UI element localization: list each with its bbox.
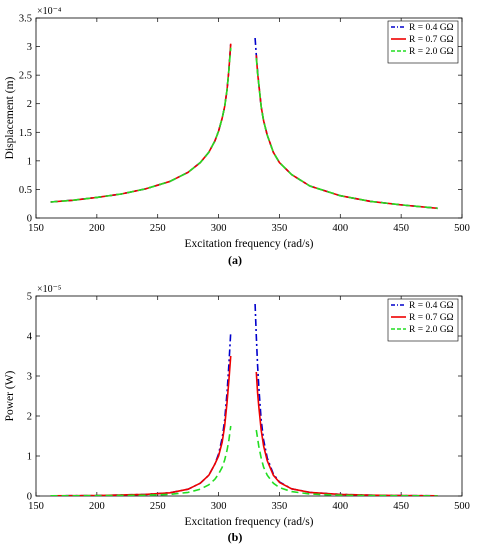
- y-tick-label: 2: [27, 412, 32, 423]
- x-tick-label: 350: [272, 501, 288, 512]
- legend-label-2: R = 0.7 GΩ: [409, 313, 454, 323]
- x-tick-label: 200: [89, 501, 105, 512]
- y-tick-label: 1: [27, 156, 32, 167]
- y-tick-label: 3: [27, 372, 32, 383]
- y-tick-label: 2: [27, 99, 32, 110]
- x-tick-label: 250: [150, 501, 166, 512]
- series-line-2-segment-1: [50, 355, 232, 496]
- chart-panel-b: 150 200 250 300 350 400 450 500 0 1 2 3 4 5 ×10⁻⁵ Excit…: [4, 284, 470, 544]
- y-tick-label: 5: [27, 292, 32, 303]
- legend-label-1: R = 0.4 GΩ: [409, 23, 454, 33]
- y-tick-label: 0.5: [19, 185, 32, 196]
- x-tick-label: 500: [454, 501, 470, 512]
- y-tick-label: 3: [27, 42, 32, 53]
- x-tick-label: 350: [272, 223, 288, 234]
- legend-label-3: R = 2.0 GΩ: [409, 325, 454, 335]
- x-tick-label: 250: [150, 223, 166, 234]
- y-multiplier: ×10⁻⁴: [37, 6, 62, 17]
- panel-caption: (b): [228, 530, 243, 544]
- x-axis-label: Excitation frequency (rad/s): [185, 516, 314, 528]
- legend-label-3: R = 2.0 GΩ: [409, 47, 454, 57]
- legend-box: [387, 298, 459, 342]
- y-axis-label: Displacement (m): [4, 76, 16, 159]
- series-line-3-segment-2: [255, 57, 438, 210]
- series-line-3-segment-1: [50, 425, 232, 496]
- y-multiplier: ×10⁻⁵: [37, 284, 61, 295]
- y-tick-label: 1.5: [19, 128, 32, 139]
- x-tick-label: 300: [211, 223, 227, 234]
- x-axis-label: Excitation frequency (rad/s): [185, 238, 314, 250]
- y-tick-label: 4: [27, 332, 33, 343]
- y-tick-label: 0: [27, 214, 32, 225]
- x-tick-label: 200: [89, 223, 105, 234]
- y-tick-label: 1: [27, 452, 32, 463]
- legend-box: [387, 20, 459, 64]
- legend-label-1: R = 0.4 GΩ: [409, 301, 454, 311]
- x-tick-label: 500: [454, 223, 470, 234]
- chart-panel-a: 150 200 250 300 350 400 450 500 0 0.5 1 1.5 2 2.5 3 3.5…: [4, 6, 470, 267]
- y-axis-label: Power (W): [4, 370, 16, 421]
- legend-label-2: R = 0.7 GΩ: [409, 35, 454, 45]
- x-tick-label: 450: [393, 223, 409, 234]
- series-line-3-segment-2: [255, 429, 438, 496]
- x-tick-label: 150: [28, 501, 44, 512]
- x-tick-label: 300: [211, 501, 227, 512]
- x-tick-label: 450: [393, 501, 409, 512]
- y-tick-label: 0: [27, 492, 32, 503]
- series-line-2-segment-2: [255, 371, 438, 496]
- x-tick-label: 400: [332, 223, 348, 234]
- x-tick-label: 150: [28, 223, 44, 234]
- y-tick-label: 3.5: [19, 14, 32, 25]
- series-line-3-segment-1: [50, 47, 232, 203]
- y-tick-label: 2.5: [19, 71, 32, 82]
- x-tick-label: 400: [332, 501, 348, 512]
- panel-caption: (a): [228, 253, 242, 267]
